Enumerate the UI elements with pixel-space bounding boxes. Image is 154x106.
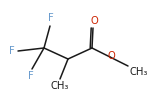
Text: CH₃: CH₃ <box>51 81 69 91</box>
Text: CH₃: CH₃ <box>130 67 148 77</box>
Text: O: O <box>90 16 98 26</box>
Text: F: F <box>28 71 34 81</box>
Text: F: F <box>48 13 54 23</box>
Text: O: O <box>107 51 115 61</box>
Text: F: F <box>9 46 15 56</box>
